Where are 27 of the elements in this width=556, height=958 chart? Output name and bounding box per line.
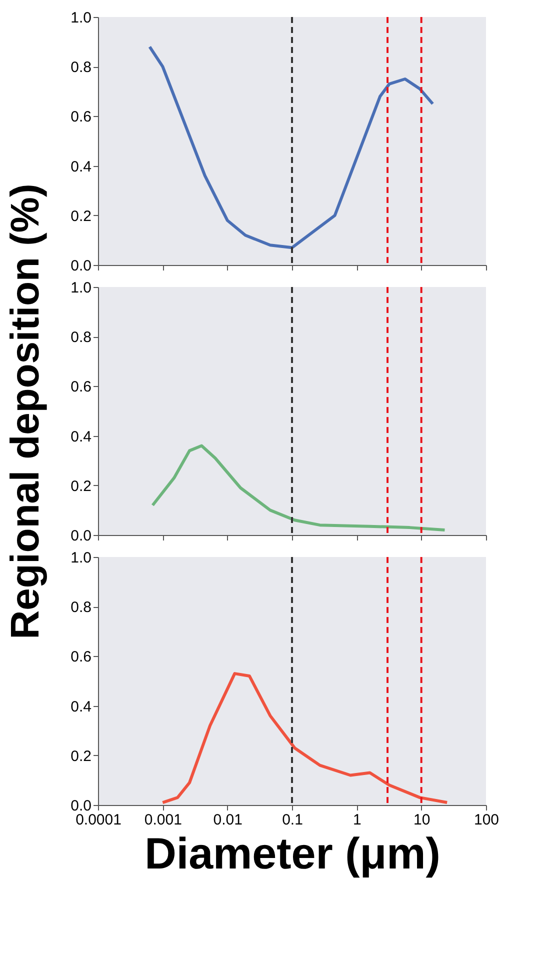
y-tick-label: 0.6 [70, 378, 92, 396]
y-tick-label: 0.0 [70, 528, 92, 544]
y-axis-title: Regional deposition (%) [4, 184, 48, 640]
y-tick-label: 1.0 [70, 550, 92, 566]
y-tick-label: 0.4 [70, 428, 92, 446]
y-tick-label: 0.2 [70, 208, 92, 225]
y-tick-label: 0.8 [70, 59, 92, 76]
x-tick-label: 10 [413, 812, 430, 828]
y-tick-label: 0.6 [70, 108, 92, 126]
y-tick-label: 1.0 [70, 280, 92, 296]
y-tick-label: 0.4 [70, 698, 92, 716]
y-tick-label: 1.0 [70, 10, 92, 26]
x-axis-title: Diameter (μm) [144, 830, 440, 878]
y-tick-label: 0.8 [70, 329, 92, 346]
y-tick-label: 0.2 [70, 478, 92, 495]
y-tick-label: 0.2 [70, 748, 92, 765]
y-tick-label: 0.0 [70, 258, 92, 274]
x-tick-label: 0.01 [213, 812, 242, 828]
x-tick-label: 100 [474, 812, 500, 828]
x-tick-label: 0.0001 [76, 812, 122, 828]
x-tick-label: 0.1 [282, 812, 303, 828]
y-tick-label: 0.6 [70, 648, 92, 666]
x-tick-label: 1 [352, 812, 362, 828]
y-tick-label: 0.8 [70, 599, 92, 616]
y-tick-label: 0.0 [70, 798, 92, 814]
y-tick-label: 0.4 [70, 158, 92, 176]
x-tick-label: 0.001 [144, 812, 182, 828]
